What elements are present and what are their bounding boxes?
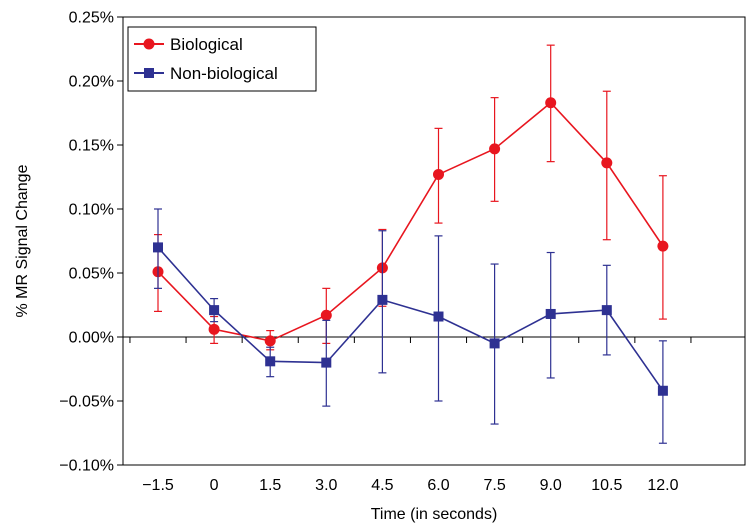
y-axis-title: % MR Signal Change <box>14 164 31 317</box>
x-tick-label: 4.5 <box>371 477 393 494</box>
data-point <box>265 356 276 367</box>
data-point <box>433 168 444 180</box>
x-axis-labels: −1.5 0 1.5 3.0 4.5 6.0 7.5 9.0 10.5 12.0 <box>142 477 678 494</box>
legend-label-biological: Biological <box>170 35 243 54</box>
x-tick-label: 7.5 <box>483 477 505 494</box>
y-tick-label: 0.25% <box>69 10 114 27</box>
y-tick-label: 0.20% <box>69 74 114 91</box>
data-point <box>545 308 556 319</box>
data-point <box>320 309 332 321</box>
plot-area <box>122 16 746 466</box>
data-point <box>264 335 276 347</box>
data-point <box>321 357 332 368</box>
y-tick-label: 0.15% <box>69 138 114 155</box>
series-non-biological <box>153 208 668 444</box>
data-point <box>209 305 220 316</box>
legend-box <box>127 26 317 92</box>
y-tick-label: 0.00% <box>69 330 114 347</box>
x-tick-label: 0 <box>210 477 219 494</box>
legend-label-non-biological: Non-biological <box>170 64 278 83</box>
y-tick-label: 0.10% <box>69 202 114 219</box>
data-point <box>489 338 500 349</box>
legend-marker-biological <box>143 38 155 50</box>
data-point <box>433 311 444 322</box>
x-tick-label: 3.0 <box>315 477 337 494</box>
data-point <box>657 385 668 396</box>
series-line <box>157 246 664 392</box>
y-axis: −0.10% −0.05% 0.00% 0.05% 0.10% 0.15% 0.20% 0.2… <box>59 10 123 475</box>
y-tick-label: 0.05% <box>69 266 114 283</box>
x-axis-title: Time (in seconds) <box>371 506 498 523</box>
x-tick-label: 9.0 <box>540 477 562 494</box>
data-point <box>657 240 669 252</box>
legend-marker-non-biological <box>144 68 154 78</box>
x-tick-label: −1.5 <box>142 477 174 494</box>
legend: Biological Non-biological <box>127 26 317 92</box>
data-point <box>601 157 613 169</box>
data-point <box>489 143 501 155</box>
y-tick-label: −0.05% <box>59 394 114 411</box>
data-point <box>153 242 163 253</box>
data-point <box>545 97 557 109</box>
data-point <box>377 294 388 305</box>
x-tick-label: 10.5 <box>591 477 622 494</box>
y-tick-label: −0.10% <box>59 458 114 475</box>
x-tick-label: 12.0 <box>647 477 678 494</box>
data-point <box>208 323 220 335</box>
x-tick-label: 6.0 <box>427 477 449 494</box>
series-layer <box>152 44 669 444</box>
x-tick-label: 1.5 <box>259 477 281 494</box>
x-axis-ticks <box>129 337 692 343</box>
data-point <box>601 305 612 316</box>
